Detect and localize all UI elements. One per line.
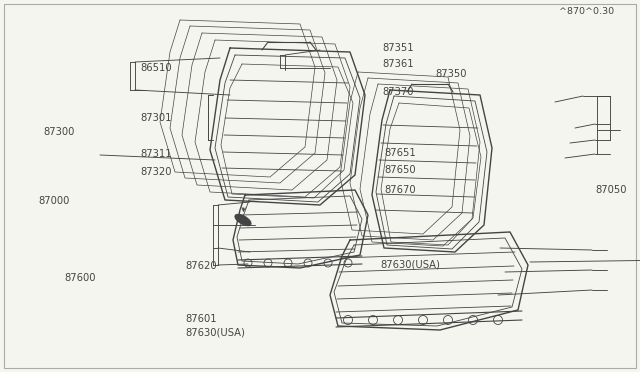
Text: 87300: 87300 <box>44 127 75 137</box>
Text: 87620: 87620 <box>186 261 217 270</box>
Text: ^870^0.30: ^870^0.30 <box>559 7 614 16</box>
Text: 87361: 87361 <box>383 59 414 69</box>
Text: 87350: 87350 <box>435 69 467 78</box>
Text: 87000: 87000 <box>38 196 70 206</box>
Ellipse shape <box>235 214 251 226</box>
Text: 87670: 87670 <box>384 185 415 195</box>
Text: 86510: 86510 <box>140 63 172 73</box>
Text: 87311: 87311 <box>141 150 172 159</box>
Text: 87301: 87301 <box>141 113 172 123</box>
Text: 87600: 87600 <box>64 273 95 283</box>
Text: 87370: 87370 <box>383 87 414 97</box>
Text: 87050: 87050 <box>595 185 627 195</box>
Text: 87630(USA): 87630(USA) <box>186 328 246 338</box>
Text: 87320: 87320 <box>141 167 172 177</box>
Text: 87630(USA): 87630(USA) <box>381 259 441 269</box>
Text: 87601: 87601 <box>186 314 217 324</box>
Text: 87651: 87651 <box>384 148 416 157</box>
Text: 87650: 87650 <box>384 166 415 175</box>
Text: 87351: 87351 <box>383 44 414 53</box>
